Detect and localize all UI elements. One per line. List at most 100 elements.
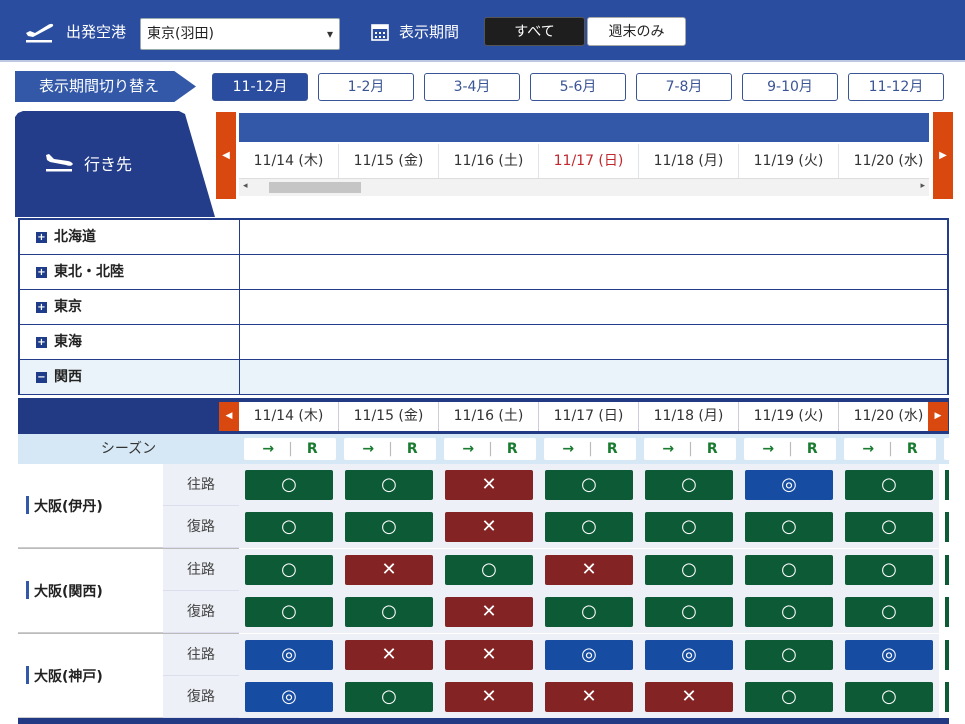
availability-status-button[interactable]: ✕	[445, 682, 533, 712]
departure-airport-value: 東京(羽田)	[147, 26, 214, 42]
availability-status-button[interactable]: ○	[345, 682, 433, 712]
season-cell: →|R	[944, 438, 949, 460]
availability-status-button[interactable]: ○	[345, 470, 433, 500]
date-header-cell: 11/15 (金)	[339, 144, 439, 178]
availability-status-button-partial	[945, 470, 949, 500]
availability-status-button[interactable]: ✕	[645, 682, 733, 712]
kansai-date-cell: 11/20 (水)	[839, 402, 928, 431]
direction-label: 復路	[163, 591, 239, 633]
region-row-expanded[interactable]: − 関西	[20, 360, 947, 395]
scroll-right-icon[interactable]: ▸	[920, 181, 925, 191]
month-tab[interactable]: 9-10月	[742, 73, 838, 101]
availability-status-button-partial	[945, 555, 949, 585]
season-r-mark: R	[906, 441, 918, 457]
departure-airport-label: 出発空港	[66, 23, 127, 41]
availability-status-button[interactable]: ○	[645, 470, 733, 500]
expand-icon[interactable]: +	[36, 267, 47, 278]
availability-status-button[interactable]: ◎	[745, 470, 833, 500]
season-cell: →|R	[244, 438, 336, 460]
availability-status-button[interactable]: ◎	[645, 640, 733, 670]
availability-status-button[interactable]: ○	[845, 555, 933, 585]
direction-label: 往路	[163, 549, 239, 591]
period-switch-label: 表示期間切り替え	[15, 71, 196, 102]
month-tab[interactable]: 7-8月	[636, 73, 732, 101]
availability-status-button[interactable]: ○	[645, 555, 733, 585]
month-tab[interactable]: 11-12月	[212, 73, 308, 101]
availability-status-button[interactable]: ○	[745, 555, 833, 585]
month-tab[interactable]: 11-12月	[848, 73, 944, 101]
month-tab[interactable]: 1-2月	[318, 73, 414, 101]
availability-status-button[interactable]: ○	[845, 512, 933, 542]
airport-divider	[18, 548, 239, 549]
season-separator: |	[388, 441, 393, 457]
availability-status-button[interactable]: ◎	[845, 640, 933, 670]
departure-airport-select[interactable]: 東京(羽田) ▾	[140, 18, 340, 50]
month-tab[interactable]: 3-4月	[424, 73, 520, 101]
availability-status-button[interactable]: ○	[545, 470, 633, 500]
availability-status-button[interactable]: ✕	[345, 640, 433, 670]
calendar-icon	[371, 24, 389, 41]
toggle-all-button[interactable]: すべて	[484, 17, 585, 46]
season-r-mark: R	[406, 441, 418, 457]
availability-status-button[interactable]: ○	[245, 597, 333, 627]
availability-status-button[interactable]: ○	[745, 597, 833, 627]
availability-status-button[interactable]: ◎	[245, 640, 333, 670]
kansai-next-button[interactable]: ▶	[928, 402, 948, 431]
airport-accent-bar	[26, 496, 29, 514]
availability-status-button[interactable]: ○	[245, 470, 333, 500]
availability-status-button[interactable]: ○	[745, 640, 833, 670]
region-row[interactable]: + 東京	[20, 290, 947, 325]
availability-status-button[interactable]: ◎	[245, 682, 333, 712]
availability-status-button[interactable]: ○	[245, 555, 333, 585]
availability-status-button[interactable]: ✕	[445, 597, 533, 627]
availability-status-button[interactable]: ○	[745, 512, 833, 542]
availability-status-button[interactable]: ✕	[345, 555, 433, 585]
availability-status-button[interactable]: ○	[845, 682, 933, 712]
availability-status-button[interactable]: ○	[645, 597, 733, 627]
season-separator: |	[488, 441, 493, 457]
availability-status-button[interactable]: ○	[645, 512, 733, 542]
availability-grid: 大阪(伊丹) 往路 ○ ○ ✕ ○ ○ ◎ ○ 復路 ○ ○ ✕ ○ ○ ○ ○ 大阪(関西) 往路 ○ ✕ ○ ✕ ○ ○ ○ 復…	[18, 464, 949, 718]
availability-status-button[interactable]: ✕	[445, 512, 533, 542]
region-row[interactable]: + 東海	[20, 325, 947, 360]
collapse-icon[interactable]: −	[36, 372, 47, 383]
expand-icon[interactable]: +	[36, 337, 47, 348]
airport-divider	[18, 633, 239, 634]
airport-name: 大阪(伊丹)	[34, 499, 103, 515]
availability-status-button[interactable]: ○	[545, 597, 633, 627]
date-header-cell: 11/19 (火)	[739, 144, 839, 178]
availability-status-button[interactable]: ○	[845, 470, 933, 500]
region-row[interactable]: + 東北・北陸	[20, 255, 947, 290]
prev-dates-button[interactable]: ◀	[216, 112, 236, 199]
kansai-prev-button[interactable]: ◀	[219, 402, 239, 431]
availability-status-button[interactable]: ✕	[545, 555, 633, 585]
availability-status-button[interactable]: ✕	[545, 682, 633, 712]
destination-header	[15, 111, 215, 217]
arrow-right-icon: →	[562, 441, 575, 457]
availability-status-button[interactable]: ✕	[445, 640, 533, 670]
expand-icon[interactable]: +	[36, 302, 47, 313]
direction-label: 往路	[163, 464, 239, 506]
kansai-date-cell: 11/17 (日)	[539, 402, 639, 431]
scroll-left-icon[interactable]: ◂	[243, 181, 248, 191]
region-row[interactable]: + 北海道	[20, 220, 947, 255]
availability-status-button[interactable]: ✕	[445, 470, 533, 500]
availability-status-button[interactable]: ○	[345, 512, 433, 542]
availability-status-button[interactable]: ○	[745, 682, 833, 712]
availability-status-button[interactable]: ◎	[545, 640, 633, 670]
season-separator: |	[688, 441, 693, 457]
airplane-arrival-icon	[46, 154, 73, 172]
toggle-weekend-button[interactable]: 週末のみ	[587, 17, 686, 46]
scrollbar-thumb[interactable]	[269, 182, 361, 193]
horizontal-scrollbar[interactable]: ◂ ▸	[239, 178, 929, 196]
expand-icon[interactable]: +	[36, 232, 47, 243]
availability-status-button[interactable]: ○	[845, 597, 933, 627]
availability-status-button[interactable]: ○	[345, 597, 433, 627]
availability-status-button[interactable]: ○	[245, 512, 333, 542]
month-tab[interactable]: 5-6月	[530, 73, 626, 101]
season-r-mark: R	[806, 441, 818, 457]
availability-status-button[interactable]: ○	[445, 555, 533, 585]
availability-status-button[interactable]: ○	[545, 512, 633, 542]
next-dates-button[interactable]: ▶	[933, 112, 953, 199]
season-label: シーズン	[100, 441, 157, 457]
